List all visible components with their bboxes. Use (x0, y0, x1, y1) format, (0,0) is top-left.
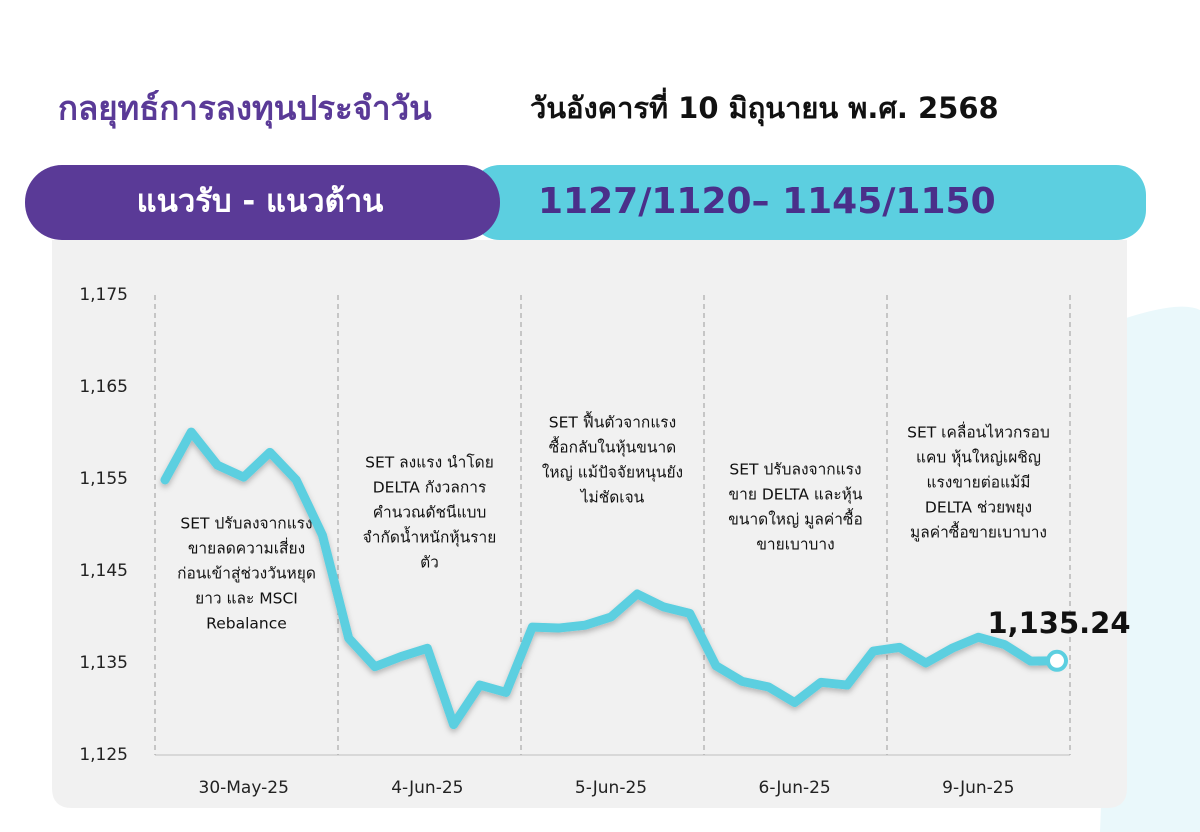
annotation: SET ปรับลงจากแรง (729, 461, 861, 479)
x-tick-label: 30-May-25 (199, 778, 289, 798)
annotation: ขายลดความเสี่ยง (188, 538, 305, 558)
y-tick-label: 1,165 (79, 377, 128, 397)
x-tick-label: 4-Jun-25 (391, 778, 463, 798)
chart: 1,125 1,135 1,145 1,155 1,165 1,175 30-May-25 4… (79, 285, 1130, 798)
annotation: คำนวณดัชนีแบบ (373, 504, 487, 522)
y-tick-label: 1,125 (79, 745, 128, 765)
end-point (1046, 649, 1068, 672)
banner-label: แนวรับ - แนวต้าน (137, 184, 384, 220)
y-tick-label: 1,145 (79, 561, 128, 581)
x-tick-label: 5-Jun-25 (575, 778, 647, 798)
annotation: Rebalance (206, 615, 287, 633)
y-tick-label: 1,175 (79, 285, 128, 305)
annotation: ยาว และ MSCI (195, 590, 298, 608)
x-tick-label: 9-Jun-25 (942, 778, 1014, 798)
banner-value: 1127/1120– 1145/1150 (538, 181, 996, 222)
annotation: SET ลงแรง นำโดย (365, 454, 494, 472)
y-tick-label: 1,135 (79, 653, 128, 673)
annotation: ใหญ่ แม้ปัจจัยหนุนยัง (542, 464, 683, 483)
value-label: 1,135.24 (987, 606, 1130, 640)
annotation: จำกัดน้ำหนักหุ้นราย (363, 526, 497, 548)
annotation: ไม่ชัดเจน (579, 489, 645, 507)
series-line (160, 427, 1062, 730)
annotation: มูลค่าซื้อขายเบาบาง (910, 521, 1047, 543)
annotation: ขาย DELTA และหุ้น (729, 486, 863, 505)
page-title: กลยุทธ์การลงทุนประจำวัน (58, 89, 432, 130)
annotation: ขายเบาบาง (756, 536, 834, 554)
x-tick-label: 6-Jun-25 (759, 778, 831, 798)
annotation: แรงขายต่อแม้มี (926, 474, 1030, 492)
annotation: ก่อนเข้าสู่ช่วงวันหยุด (177, 565, 316, 584)
annotation: SET ฟื้นตัวจากแรง (549, 411, 676, 432)
y-tick-label: 1,155 (79, 469, 128, 489)
annotation: DELTA กังวลการ (373, 479, 487, 497)
banner-value-bg (470, 165, 1146, 240)
banner-label-bg (25, 165, 500, 240)
annotation: SET เคลื่อนไหวกรอบ (907, 422, 1050, 442)
annotation: DELTA ช่วยพยุง (925, 499, 1032, 518)
annotation: ขนาดใหญ่ มูลค่าซื้อ (728, 508, 863, 530)
annotation: ซื้อกลับในหุ้นขนาด (549, 436, 677, 458)
annotation: SET ปรับลงจากแรง (180, 515, 312, 533)
annotation: ตัว (420, 554, 439, 572)
annotation: แคบ หุ้นใหญ่เผชิญ (916, 449, 1041, 468)
page-date: วันอังคารที่ 10 มิถุนายน พ.ศ. 2568 (530, 87, 999, 126)
